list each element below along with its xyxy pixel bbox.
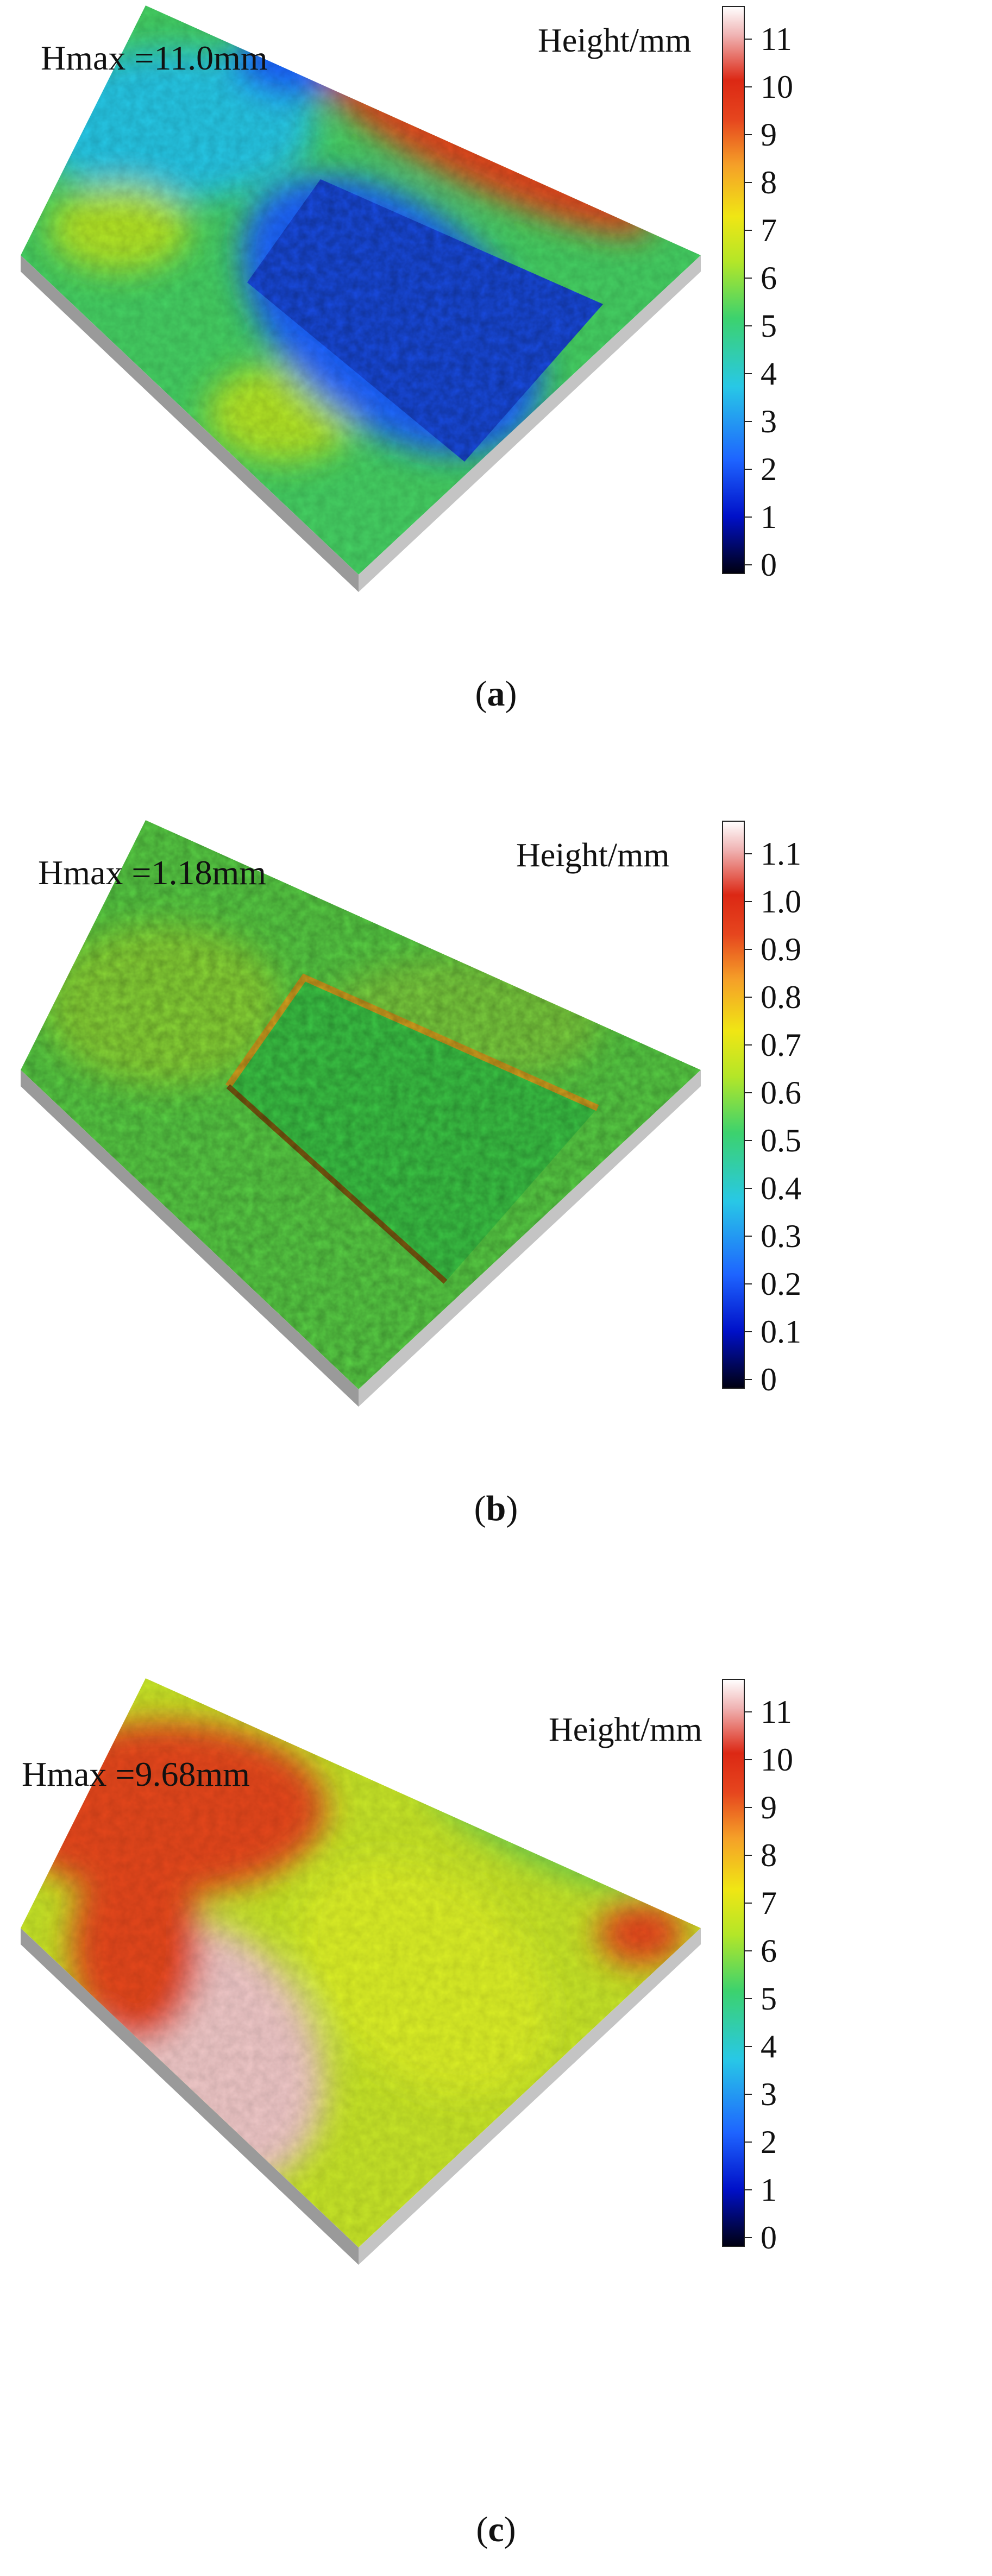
tick-label: 1.0 — [761, 884, 801, 919]
caption-a: (a) — [475, 674, 517, 714]
slab-right-face — [359, 255, 701, 592]
tick-label: 2 — [761, 451, 777, 487]
tick-label: 11 — [761, 1694, 792, 1730]
tick-label: 7 — [761, 1885, 777, 1921]
slab-right-face — [359, 1070, 701, 1407]
tick-label: 0 — [761, 2220, 777, 2256]
tick-label: 8 — [761, 1837, 777, 1873]
tick-label: 4 — [761, 2029, 777, 2064]
tick-label: 0.5 — [761, 1123, 801, 1158]
hmax-label: Hmax =11.0mm — [41, 39, 268, 77]
panel-c: Hmax =9.68mm Height/mm 11 10 9 8 7 6 5 4… — [0, 1673, 992, 2549]
slab-left-face — [21, 255, 359, 592]
panel-b: Hmax =1.18mm Height/mm 1.1 1.0 0.9 0.8 0… — [0, 815, 992, 1662]
surface-plot-a — [21, 5, 752, 592]
tick-label: 10 — [761, 69, 793, 105]
surface-plot-b — [21, 820, 752, 1407]
colorbar-title: Height/mm — [538, 22, 692, 59]
tick-label: 0.6 — [761, 1075, 801, 1111]
tick-label: 8 — [761, 165, 777, 200]
tick-label: 1 — [761, 499, 777, 535]
colorbar-title: Height/mm — [516, 837, 670, 874]
slab-left-face — [21, 1070, 359, 1407]
tick-label: 0 — [761, 1362, 777, 1397]
surface-plot-c — [21, 1678, 752, 2265]
colorbar-a — [722, 6, 745, 574]
tick-label: 0.8 — [761, 979, 801, 1015]
tick-label: 3 — [761, 2076, 777, 2112]
slab-left-face — [21, 1928, 359, 2265]
tick-label: 9 — [761, 1790, 777, 1825]
tick-label: 6 — [761, 260, 777, 296]
hmax-label: Hmax =9.68mm — [22, 1755, 250, 1793]
tick-label: 5 — [761, 1981, 777, 2017]
tick-label: 1.1 — [761, 836, 801, 872]
tick-label: 0 — [761, 547, 777, 583]
tick-label: 0.2 — [761, 1266, 801, 1302]
hmax-label: Hmax =1.18mm — [38, 853, 267, 892]
tick-label: 7 — [761, 212, 777, 248]
colorbar-c — [722, 1679, 745, 2247]
colorbar-b — [722, 821, 745, 1389]
slab-right-face — [359, 1928, 701, 2265]
colorbar-title: Height/mm — [549, 1711, 702, 1748]
panel-a: Hmax =11.0mm Height/mm 11 10 9 8 7 6 5 4… — [0, 0, 992, 847]
tick-label: 5 — [761, 308, 777, 344]
tick-label: 0.3 — [761, 1218, 801, 1254]
tick-label: 1 — [761, 2172, 777, 2208]
caption-b: (b) — [474, 1489, 518, 1528]
tick-label: 6 — [761, 1933, 777, 1969]
tick-label: 11 — [761, 21, 792, 57]
tick-label: 9 — [761, 117, 777, 153]
tick-label: 0.4 — [761, 1170, 801, 1206]
tick-label: 0.7 — [761, 1027, 801, 1063]
tick-label: 4 — [761, 356, 777, 392]
tick-label: 0.9 — [761, 931, 801, 967]
tick-label: 10 — [761, 1742, 793, 1778]
tick-label: 3 — [761, 404, 777, 439]
caption-c: (c) — [476, 2510, 516, 2549]
tick-label: 0.1 — [761, 1314, 801, 1350]
tick-label: 2 — [761, 2124, 777, 2160]
